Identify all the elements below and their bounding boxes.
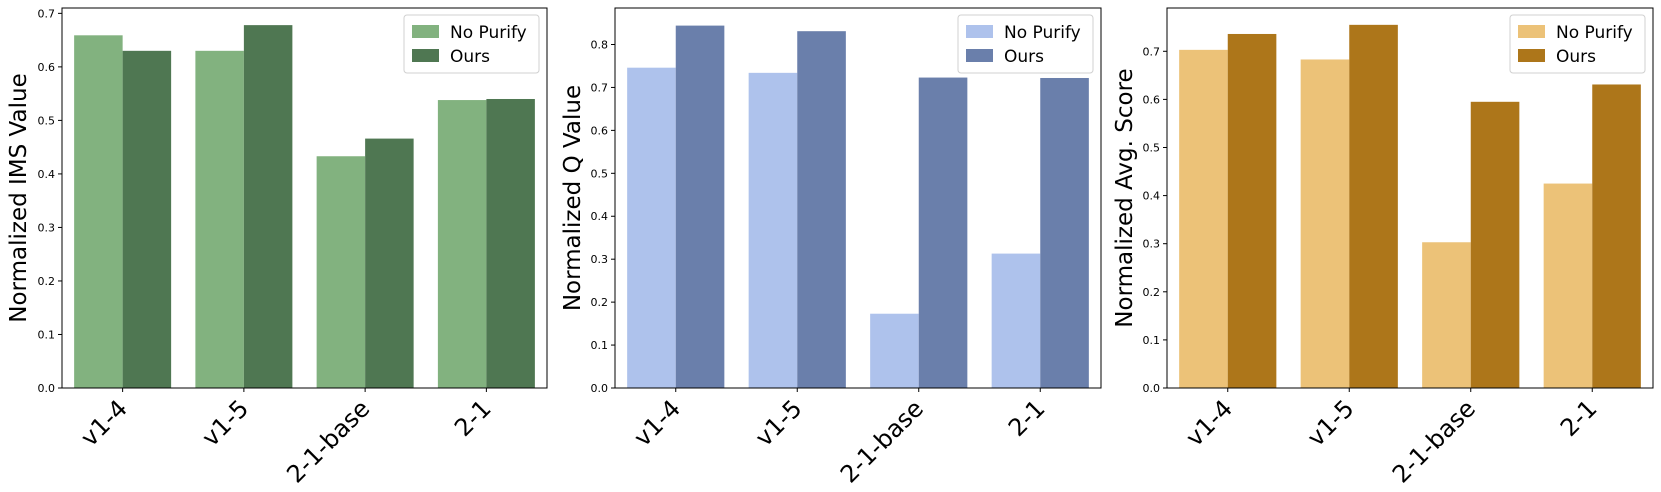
legend-swatch: [966, 49, 993, 62]
y-tick-label: 0.3: [38, 221, 56, 234]
y-tick-label: 0.6: [38, 61, 56, 74]
y-tick-label: 0.6: [1143, 93, 1161, 106]
y-tick-label: 0.5: [1143, 141, 1161, 154]
bar-no-purify-2-1-base: [1422, 242, 1471, 388]
y-tick-label: 0.7: [38, 7, 56, 20]
legend-swatch: [412, 49, 439, 62]
bar-ours-v1-4: [122, 50, 172, 388]
bar-no-purify-2-1: [437, 100, 487, 388]
x-tick-label: v1-4: [75, 394, 133, 452]
bar-no-purify-2-1-base: [316, 156, 366, 388]
bar-no-purify-v1-4: [1179, 49, 1228, 388]
x-tick-label: v1-4: [628, 394, 686, 452]
chart-panel-2: 0.0 0.1 0.2 0.3 0.4 0.5 0.6 0.7 0.8 v1-4 v1-5 2-1-b…: [560, 7, 1102, 489]
y-axis-label: Normalized IMS Value: [6, 73, 32, 322]
legend-swatch: [1518, 49, 1545, 62]
bar-no-purify-v1-5: [195, 50, 244, 388]
y-tick-label: 0.8: [591, 38, 609, 51]
x-tick-label: 2-1-base: [835, 394, 929, 488]
plot-frame: [614, 7, 1102, 389]
y-tick-label: 0.1: [1143, 334, 1161, 347]
x-tick-label: v1-5: [197, 394, 255, 452]
x-tick-label: v1-4: [1180, 394, 1238, 452]
y-tick-label: 0.1: [38, 328, 56, 341]
y-axis-label: Normalized Avg. Score: [1112, 68, 1138, 327]
bar-ours-2-1: [1040, 77, 1089, 389]
bar-ours-2-1-base: [1470, 101, 1520, 389]
legend-swatch: [412, 25, 439, 38]
y-tick-label: 0.7: [591, 81, 609, 94]
bar-no-purify-v1-5: [1300, 59, 1350, 388]
legend: No Purify Ours: [1509, 14, 1646, 74]
legend-swatch: [1518, 25, 1545, 38]
bar-ours-2-1-base: [365, 138, 414, 388]
bar-no-purify-2-1-base: [870, 313, 919, 388]
legend-label: No Purify: [1004, 23, 1081, 43]
bar-no-purify-2-1: [1543, 183, 1593, 388]
legend: No Purify Ours: [403, 14, 540, 74]
bar-no-purify-v1-5: [748, 72, 798, 388]
y-tick-label: 0.6: [591, 124, 609, 137]
y-tick-label: 0.4: [1143, 190, 1161, 203]
bar-no-purify-v1-4: [627, 67, 676, 389]
y-axis-label: Normalized Q Value: [560, 85, 586, 311]
x-tick-label: 2-1: [1003, 394, 1051, 442]
legend-label: No Purify: [1556, 23, 1633, 43]
legend-swatch: [966, 25, 993, 38]
bar-ours-v1-5: [797, 31, 846, 388]
bar-ours-2-1-base: [918, 77, 968, 388]
x-tick-label: v1-5: [1302, 394, 1360, 452]
y-tick-label: 0.5: [38, 114, 56, 127]
legend-label: Ours: [450, 47, 490, 67]
x-tick-label: 2-1: [1555, 394, 1603, 442]
plot-frame: [61, 7, 548, 389]
y-tick-label: 0.2: [1143, 286, 1161, 299]
chart-panel-3: 0.0 0.1 0.2 0.3 0.4 0.5 0.6 0.7 v1-4 v1-5 2-1-base…: [1112, 7, 1654, 489]
bar-ours-v1-4: [1227, 33, 1277, 388]
y-tick-label: 0.2: [38, 275, 56, 288]
legend-label: No Purify: [450, 23, 527, 43]
bar-no-purify-2-1: [991, 253, 1041, 388]
x-tick-label: 2-1-base: [281, 394, 375, 488]
x-tick-label: 2-1-base: [1387, 394, 1481, 488]
x-tick-label: 2-1: [449, 394, 497, 442]
bar-ours-v1-5: [243, 25, 293, 388]
bar-ours-2-1: [1592, 84, 1641, 388]
x-tick-label: v1-5: [750, 394, 808, 452]
legend-label: Ours: [1556, 47, 1596, 67]
legend-label: Ours: [1004, 47, 1044, 67]
chart-panel-1: 0.0 0.1 0.2 0.3 0.4 0.5 0.6 0.7 v1-4 v1-5 2-1-base…: [6, 7, 548, 489]
bar-ours-v1-4: [675, 25, 725, 388]
y-tick-label: 0.2: [591, 296, 609, 309]
plot-frame: [1166, 7, 1654, 389]
legend: No Purify Ours: [957, 14, 1094, 74]
y-tick-label: 0.7: [1143, 45, 1161, 58]
y-tick-label: 0.0: [38, 382, 56, 395]
y-tick-label: 0.0: [591, 382, 609, 395]
y-tick-label: 0.0: [1143, 382, 1161, 395]
bar-ours-2-1: [486, 98, 535, 389]
y-tick-label: 0.1: [591, 339, 609, 352]
y-tick-label: 0.5: [591, 167, 609, 180]
y-tick-label: 0.3: [1143, 238, 1161, 251]
y-tick-label: 0.3: [591, 253, 609, 266]
y-tick-label: 0.4: [591, 210, 609, 223]
bar-ours-v1-5: [1349, 24, 1398, 389]
bar-no-purify-v1-4: [74, 35, 123, 389]
y-tick-label: 0.4: [38, 168, 56, 181]
